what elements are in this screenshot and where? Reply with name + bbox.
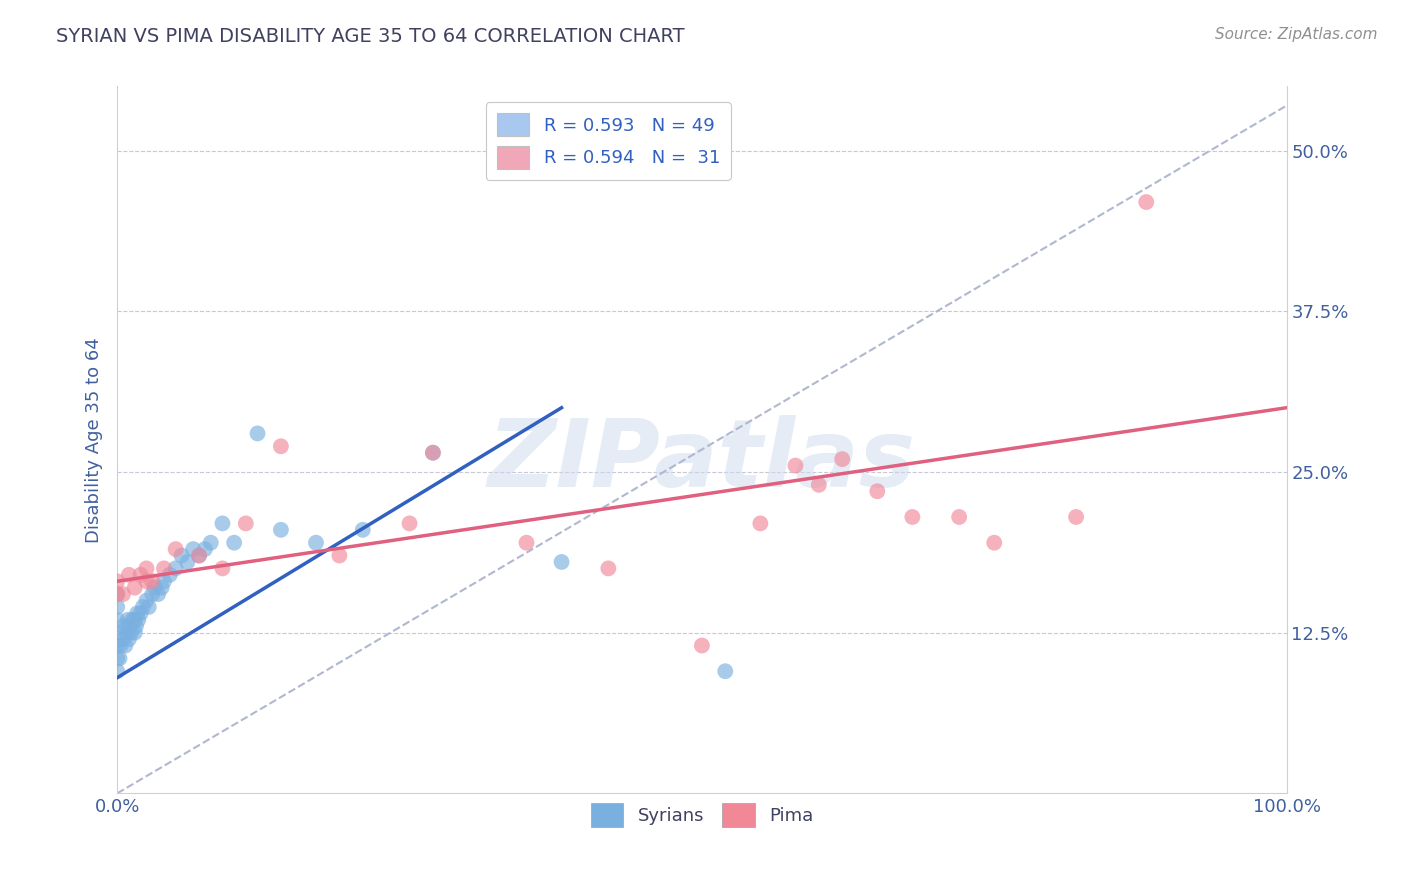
Point [124, 581, 146, 595]
Point [135, 593, 157, 607]
Point [105, 587, 128, 601]
Point [1064, 510, 1087, 524]
Point [141, 587, 163, 601]
Point [112, 587, 135, 601]
Point [165, 542, 187, 557]
Point [129, 607, 152, 621]
Point [153, 561, 176, 575]
Text: Source: ZipAtlas.com: Source: ZipAtlas.com [1215, 27, 1378, 42]
Point [785, 458, 807, 473]
Point [328, 549, 350, 563]
Point [983, 535, 1005, 549]
Point [422, 446, 444, 460]
Point [211, 516, 233, 531]
Point [105, 599, 128, 614]
Point [194, 542, 217, 557]
Point [110, 639, 132, 653]
Point [117, 613, 139, 627]
Point [270, 439, 292, 453]
Point [108, 651, 131, 665]
Point [135, 574, 157, 589]
Point [153, 574, 176, 589]
Point [352, 523, 374, 537]
Point [138, 599, 160, 614]
Point [305, 535, 328, 549]
Text: SYRIAN VS PIMA DISABILITY AGE 35 TO 64 CORRELATION CHART: SYRIAN VS PIMA DISABILITY AGE 35 TO 64 C… [56, 27, 685, 45]
Point [105, 651, 128, 665]
Point [118, 619, 141, 633]
Point [598, 561, 620, 575]
Point [515, 535, 537, 549]
Point [188, 549, 211, 563]
Point [112, 632, 135, 646]
Point [112, 619, 135, 633]
Point [141, 574, 163, 589]
Point [246, 426, 269, 441]
Point [127, 613, 149, 627]
Point [135, 561, 157, 575]
Point [120, 625, 142, 640]
Point [118, 567, 141, 582]
Point [807, 478, 830, 492]
Point [121, 613, 143, 627]
Point [124, 625, 146, 640]
Point [550, 555, 572, 569]
Point [398, 516, 420, 531]
Point [422, 446, 444, 460]
Point [129, 567, 152, 582]
Point [114, 639, 136, 653]
Point [165, 561, 187, 575]
Point [105, 574, 128, 589]
Point [200, 535, 222, 549]
Point [115, 625, 138, 640]
Point [159, 567, 181, 582]
Point [1135, 195, 1157, 210]
Point [714, 665, 737, 679]
Y-axis label: Disability Age 35 to 64: Disability Age 35 to 64 [86, 337, 103, 542]
Point [866, 484, 889, 499]
Point [143, 581, 166, 595]
Point [831, 452, 853, 467]
Point [124, 613, 146, 627]
Point [146, 587, 169, 601]
Point [105, 613, 128, 627]
Point [132, 599, 155, 614]
Point [188, 549, 211, 563]
Point [170, 549, 193, 563]
Legend: Syrians, Pima: Syrians, Pima [583, 797, 821, 834]
Point [948, 510, 970, 524]
Point [105, 639, 128, 653]
Point [235, 516, 257, 531]
Point [181, 542, 204, 557]
Point [125, 619, 148, 633]
Point [105, 665, 128, 679]
Point [901, 510, 924, 524]
Point [270, 523, 292, 537]
Point [690, 639, 713, 653]
Point [749, 516, 772, 531]
Point [224, 535, 246, 549]
Point [105, 587, 128, 601]
Point [125, 607, 148, 621]
Point [176, 555, 198, 569]
Point [150, 581, 173, 595]
Point [118, 632, 141, 646]
Point [105, 625, 128, 640]
Point [211, 561, 233, 575]
Text: ZIPatlas: ZIPatlas [488, 415, 915, 507]
